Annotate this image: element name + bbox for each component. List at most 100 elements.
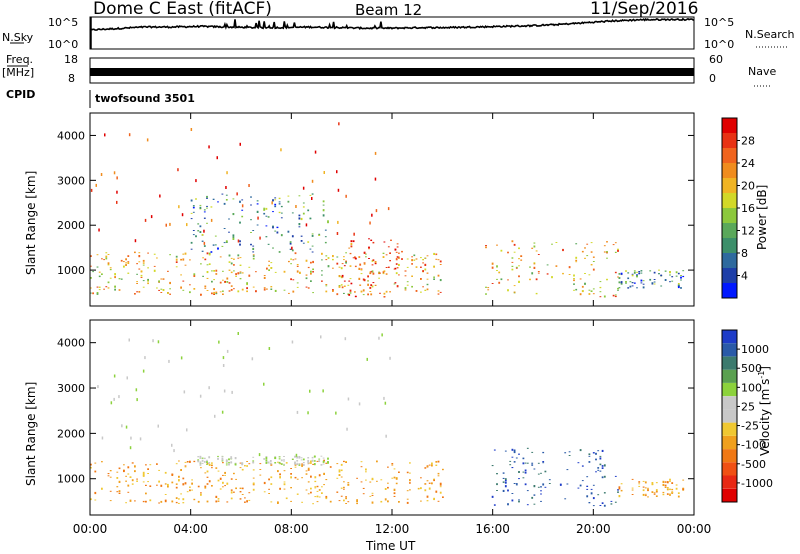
velocity-echo-cell (601, 467, 604, 469)
power-echo-cell (360, 269, 363, 271)
velocity-echo-cell (234, 463, 237, 465)
power-echo-cell (239, 272, 242, 274)
power-echo-cell (202, 257, 204, 259)
velocity-echo-cell (252, 469, 255, 471)
power-echo-cell (599, 296, 602, 298)
velocity-echo-cell (307, 493, 310, 495)
power-colorbar-cell (722, 118, 737, 133)
power-scatter-point (98, 228, 100, 232)
velocity-echo-cell (343, 499, 345, 502)
velocity-echo-cell (197, 456, 200, 458)
power-echo-cell (305, 259, 308, 262)
velocity-echo-cell (387, 500, 389, 503)
power-echo-cell (415, 266, 418, 268)
power-echo-cell (398, 274, 400, 276)
velocity-echo-cell (94, 499, 97, 501)
power-echo-cell (98, 289, 101, 291)
velocity-echo-cell (193, 498, 196, 501)
velocity-echo-cell (158, 502, 160, 504)
velocity-echo-cell (147, 468, 149, 470)
power-echo-cell (252, 251, 255, 253)
velocity-echo-cell (518, 500, 520, 503)
velocity-echo-cell (296, 493, 299, 495)
velocity-echo-cell (590, 492, 593, 495)
velocity-echo-cell (511, 467, 514, 469)
power-echo-cell (278, 251, 281, 253)
power-echo-cell (395, 258, 398, 261)
power-echo-cell (387, 246, 390, 248)
power-echo-cell (424, 289, 427, 291)
velocity-echo-cell (601, 465, 604, 467)
power-echo-cell (265, 215, 268, 217)
velocity-echo-cell (603, 464, 606, 467)
power-echo-cell (343, 285, 346, 287)
power-colorbar-tick-label: 4 (741, 270, 748, 283)
velocity-echo-cell (191, 479, 193, 481)
velocity-echo-cell (321, 486, 323, 488)
velocity-echo-cell (160, 484, 163, 487)
velocity-echo-cell (222, 462, 224, 464)
velocity-echo-cell (259, 463, 262, 465)
power-echo-cell (360, 290, 363, 293)
power-echo-cell (162, 278, 165, 280)
velocity-echo-cell (424, 489, 427, 492)
power-echo-cell (680, 279, 682, 281)
power-echo-cell (496, 270, 498, 271)
power-echo-cell (606, 241, 608, 243)
power-echo-cell (237, 290, 240, 293)
power-echo-cell (197, 230, 200, 232)
velocity-echo-cell (642, 489, 645, 492)
power-echo-cell (167, 292, 169, 294)
velocity-echo-cell (228, 464, 230, 466)
power-echo-cell (268, 264, 270, 267)
velocity-echo-cell (439, 486, 442, 488)
power-echo-cell (322, 200, 325, 203)
velocity-scatter-point (218, 340, 220, 344)
velocity-echo-cell (568, 451, 571, 453)
velocity-echo-cell (669, 488, 671, 491)
power-echo-cell (246, 284, 248, 286)
velocity-echo-cell (164, 500, 167, 503)
velocity-echo-cell (518, 453, 520, 455)
velocity-echo-cell (371, 492, 374, 494)
power-echo-cell (640, 279, 643, 282)
velocity-echo-cell (116, 486, 119, 488)
x-tick-label: 16:00 (475, 522, 510, 536)
velocity-echo-cell (239, 467, 242, 469)
power-echo-cell (298, 223, 301, 226)
velocity-echo-cell (682, 489, 685, 491)
velocity-echo-cell (601, 449, 604, 452)
power-echo-cell (296, 265, 299, 267)
velocity-colorbar-cell (722, 369, 737, 383)
velocity-echo-cell (548, 479, 551, 481)
velocity-echo-cell (620, 489, 623, 492)
velocity-bg (90, 320, 694, 515)
power-echo-cell (348, 247, 351, 249)
power-echo-cell (636, 287, 638, 289)
power-scatter-point (345, 194, 347, 198)
power-echo-cell (160, 288, 163, 290)
power-scatter-point (181, 213, 184, 217)
power-echo-cell (217, 247, 219, 250)
power-echo-cell (518, 280, 520, 283)
power-colorbar-cell (722, 268, 737, 283)
power-echo-cell (411, 263, 413, 265)
power-scatter-point (190, 128, 193, 131)
power-echo-cell (206, 290, 209, 291)
power-echo-cell (324, 236, 327, 238)
power-echo-cell (360, 273, 363, 275)
velocity-scatter-point (268, 347, 271, 350)
velocity-echo-cell (246, 465, 248, 467)
velocity-echo-cell (522, 457, 525, 460)
power-echo-cell (374, 284, 377, 286)
velocity-echo-cell (252, 488, 255, 491)
power-echo-cell (363, 252, 366, 254)
power-echo-cell (169, 281, 171, 285)
velocity-echo-cell (145, 464, 147, 466)
velocity-echo-cell (345, 496, 347, 498)
power-echo-cell (390, 239, 392, 241)
power-echo-cell (382, 256, 385, 258)
power-echo-cell (415, 290, 418, 292)
power-echo-cell (653, 281, 656, 283)
power-echo-cell (498, 271, 501, 274)
